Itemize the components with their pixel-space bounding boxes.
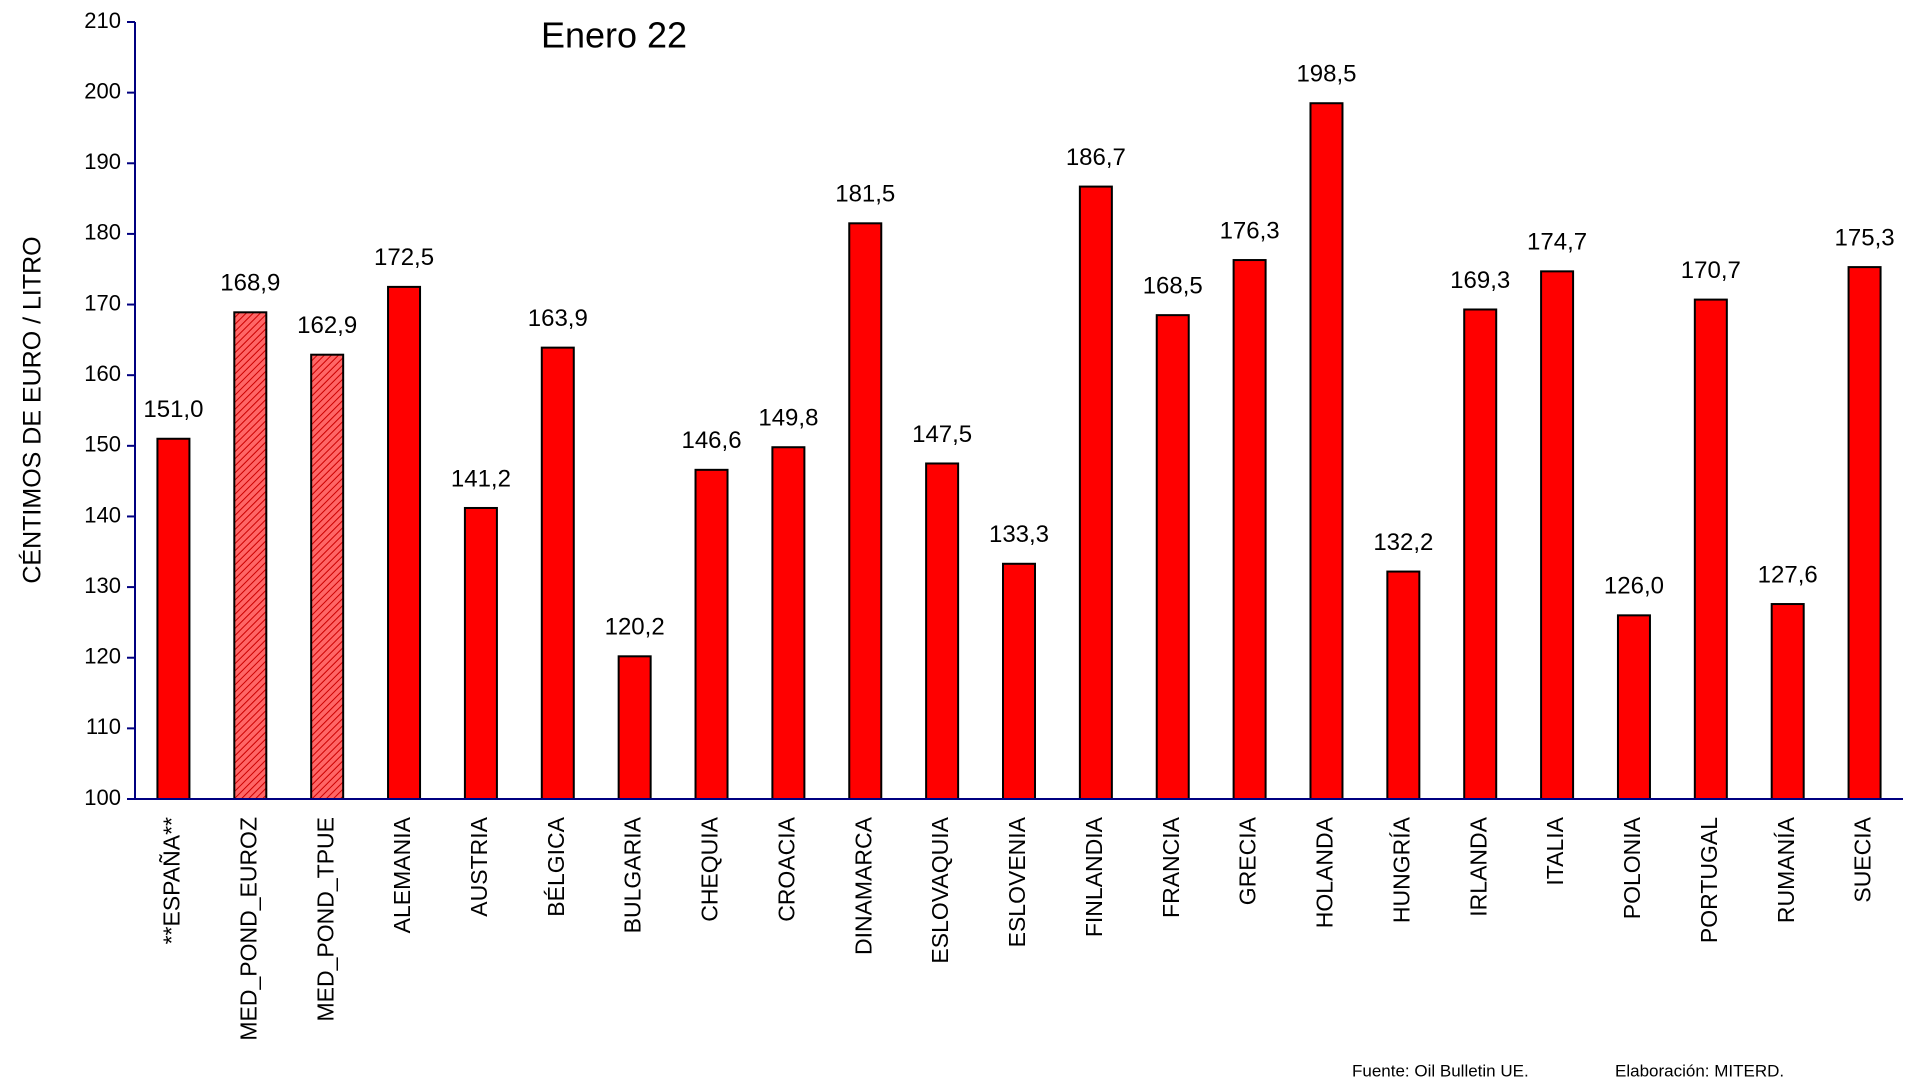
x-tick-label: CHEQUIA (697, 816, 723, 921)
y-tick-label: 140 (84, 502, 121, 527)
bar (1386, 570, 1421, 800)
bar (1155, 314, 1190, 800)
bar (463, 506, 498, 800)
bar (694, 468, 729, 800)
x-tick-label: AUSTRIA (466, 816, 492, 916)
data-label: 174,7 (1527, 229, 1587, 256)
data-label: 132,2 (1373, 529, 1433, 556)
bar (848, 222, 883, 800)
data-label: 133,3 (989, 521, 1049, 548)
x-tick-label: IRLANDA (1465, 816, 1491, 916)
x-tick-label: RUMANÍA (1773, 816, 1799, 923)
x-tick-label: HOLANDA (1312, 816, 1338, 928)
x-tick-label: MED_POND_EUROZ (235, 817, 261, 1041)
bar (771, 446, 806, 800)
data-label: 127,6 (1758, 561, 1818, 588)
data-label: 176,3 (1220, 217, 1280, 244)
x-tick-label: ESLOVAQUIA (927, 816, 953, 963)
credit-note: Elaboración: MITERD. (1615, 1061, 1784, 1080)
x-tick-label: MED_POND_TPUE (312, 817, 338, 1021)
x-tick-label: FINLANDIA (1081, 816, 1107, 937)
y-tick-label: 180 (84, 220, 121, 245)
data-label: 175,3 (1835, 224, 1895, 251)
chart-title: Enero 22 (541, 15, 687, 56)
data-label: 172,5 (374, 244, 434, 271)
source-note: Fuente: Oil Bulletin UE. (1352, 1061, 1529, 1080)
data-label: 151,0 (143, 396, 203, 423)
y-tick-label: 210 (84, 8, 121, 33)
bar (233, 311, 268, 800)
data-label: 181,5 (835, 181, 895, 208)
data-label: 168,9 (220, 270, 280, 297)
data-label: 162,9 (297, 312, 357, 339)
data-label: 169,3 (1450, 267, 1510, 294)
bar (1232, 259, 1267, 800)
x-tick-label: CROACIA (773, 816, 799, 921)
data-label: 126,0 (1604, 573, 1664, 600)
bar (1770, 603, 1805, 800)
y-tick-label: 130 (84, 573, 121, 598)
y-tick-label: 200 (84, 78, 121, 103)
bar (1693, 298, 1728, 800)
x-tick-label: GRECIA (1235, 816, 1261, 905)
bar (387, 285, 422, 800)
y-tick-label: 110 (86, 714, 121, 739)
x-tick-label: DINAMARCA (850, 816, 876, 955)
bar (1078, 185, 1113, 801)
data-label: 170,7 (1681, 257, 1741, 284)
bar (1540, 270, 1575, 800)
bar (1847, 266, 1882, 801)
data-label: 149,8 (758, 405, 818, 432)
data-label: 186,7 (1066, 144, 1126, 171)
x-tick-label: ITALIA (1542, 816, 1568, 885)
x-tick-label: POLONIA (1619, 816, 1645, 919)
y-tick-label: 120 (84, 644, 121, 669)
bar (310, 353, 345, 800)
data-label: 168,5 (1143, 272, 1203, 299)
data-label: 198,5 (1296, 61, 1356, 88)
bar (1309, 102, 1344, 801)
data-label: 163,9 (528, 305, 588, 332)
x-tick-label: BÉLGICA (543, 816, 569, 916)
x-tick-label: **ESPAÑA** (159, 817, 185, 944)
x-tick-label: ESLOVENIA (1004, 816, 1030, 947)
y-axis-label: CÉNTIMOS DE EURO / LITRO (18, 236, 47, 583)
x-tick-label: ALEMANIA (389, 816, 415, 933)
x-tick-label: FRANCIA (1158, 816, 1184, 918)
bar (156, 437, 191, 800)
bar (540, 346, 575, 800)
y-tick-label: 150 (84, 432, 121, 457)
data-label: 120,2 (605, 614, 665, 641)
data-label: 141,2 (451, 465, 511, 492)
x-tick-label: BULGARIA (620, 816, 646, 933)
x-tick-label: PORTUGAL (1696, 817, 1722, 943)
y-tick-label: 170 (84, 290, 121, 315)
data-label: 146,6 (681, 427, 741, 454)
bar (1463, 308, 1498, 800)
bar (617, 655, 652, 801)
x-tick-label: SUECIA (1850, 816, 1876, 902)
y-tick-label: 190 (84, 149, 121, 174)
bar (1002, 562, 1036, 800)
bar (1616, 614, 1651, 800)
y-tick-label: 160 (84, 361, 121, 386)
y-tick-label: 100 (84, 785, 121, 810)
bar (925, 462, 960, 800)
x-tick-label: HUNGRÍA (1388, 816, 1414, 923)
data-label: 147,5 (912, 421, 972, 448)
